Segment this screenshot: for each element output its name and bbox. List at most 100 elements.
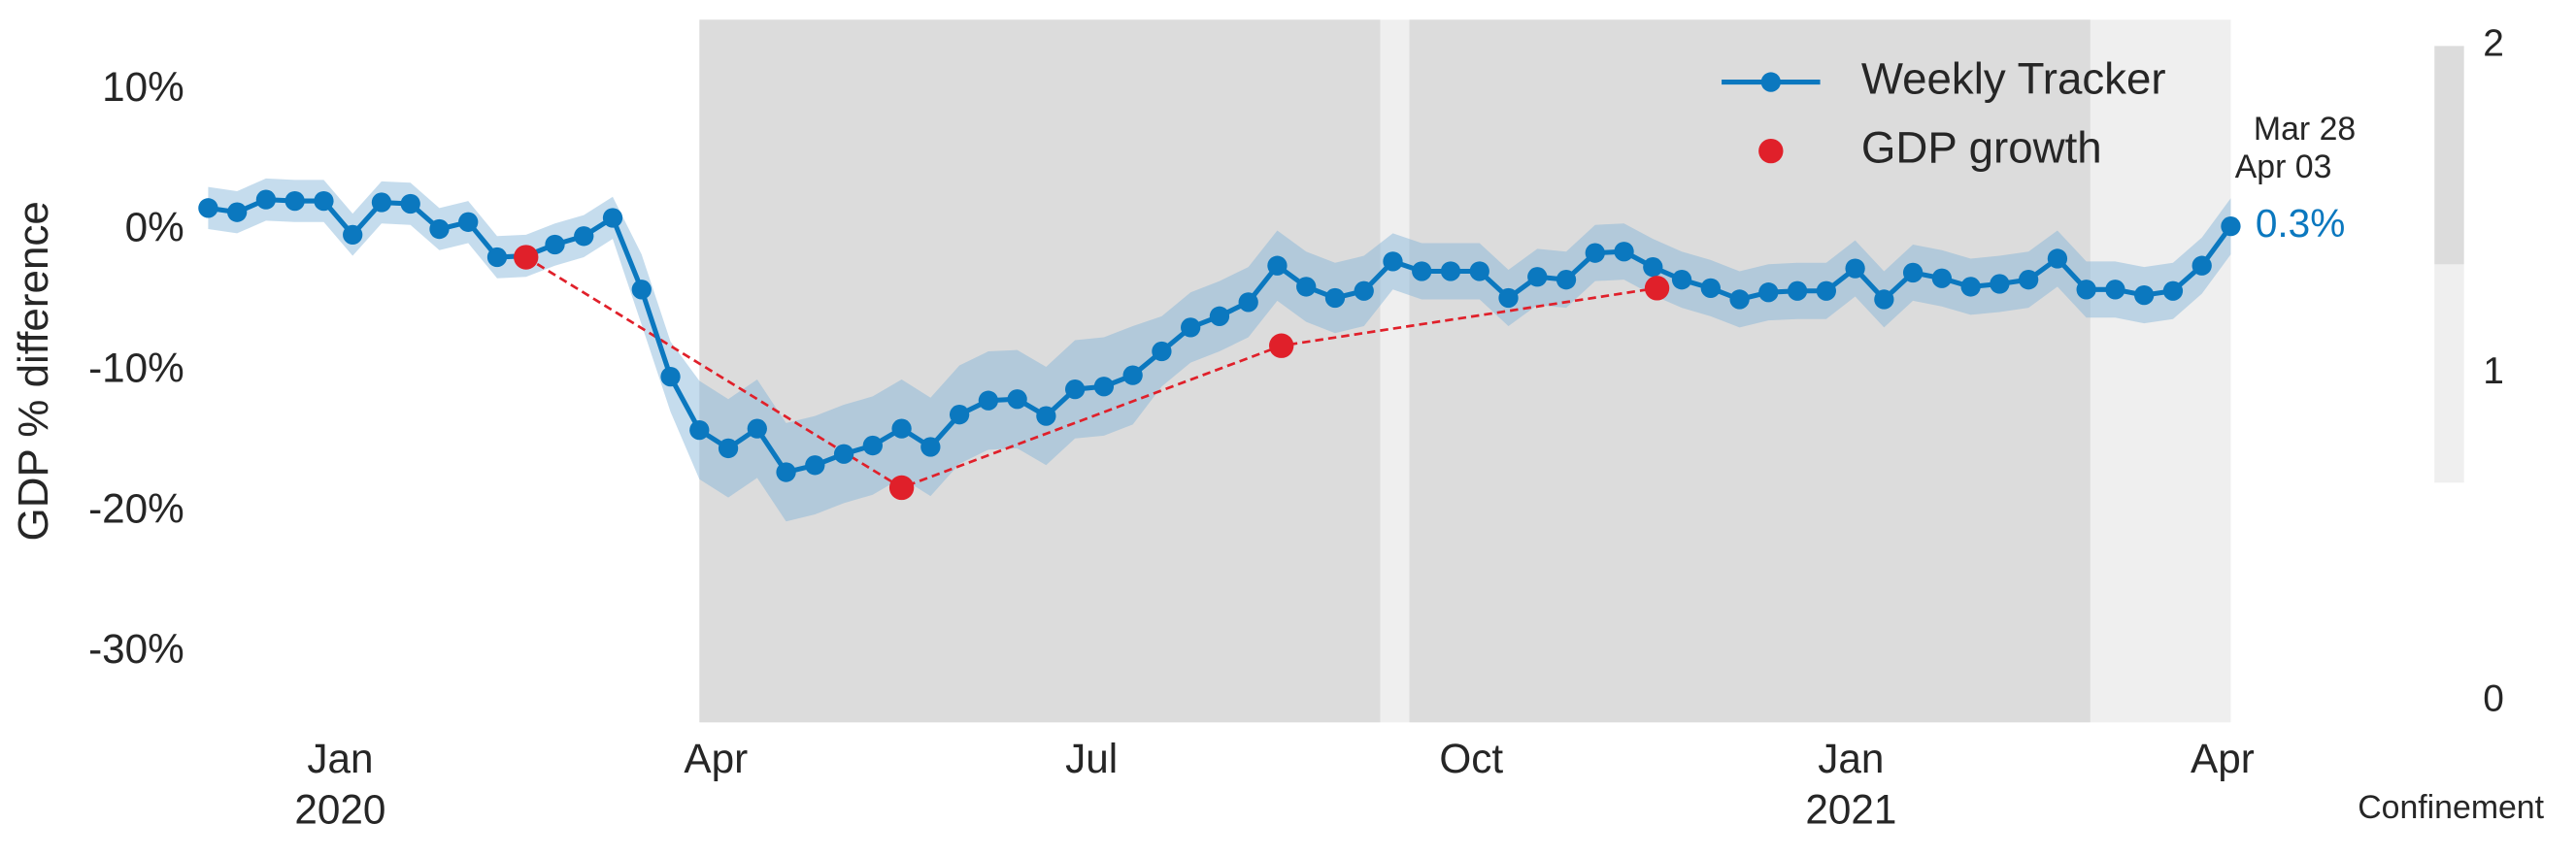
confidence-band xyxy=(208,178,2231,522)
confinement-region xyxy=(2090,19,2231,723)
tracker-point xyxy=(545,234,565,255)
confinement-region xyxy=(1380,19,1410,723)
annotation-date: Mar 28 xyxy=(2254,111,2356,148)
x-tick-label: Jul xyxy=(1065,736,1118,781)
y-tick-label: 0% xyxy=(125,205,184,250)
tracker-point xyxy=(371,192,392,213)
tracker-point xyxy=(458,212,479,232)
legend-marker xyxy=(1758,138,1784,164)
tracker-point xyxy=(1238,292,1258,313)
x-tick-label: Apr xyxy=(684,736,748,781)
tracker-point xyxy=(631,280,652,300)
tracker-point xyxy=(1931,268,1953,288)
gdp-point xyxy=(1644,276,1670,301)
tracker-point xyxy=(1990,274,2010,294)
tracker-point xyxy=(1498,287,1519,309)
y-tick-label: -20% xyxy=(88,485,184,531)
tracker-point xyxy=(776,462,796,482)
tracker-point xyxy=(1383,251,1403,272)
tracker-point xyxy=(2105,280,2125,300)
tracker-point xyxy=(1902,262,1924,283)
tracker-point xyxy=(660,366,681,387)
tracker-point xyxy=(602,208,623,228)
tracker-point xyxy=(1614,242,1634,262)
tracker-point xyxy=(1643,256,1663,278)
tracker-point xyxy=(1787,280,1808,301)
tracker-point xyxy=(1412,261,1432,281)
annotation-date: Apr 03 xyxy=(2235,148,2332,185)
tracker-point xyxy=(689,419,710,441)
tracker-point xyxy=(1181,317,1201,338)
tracker-point xyxy=(1845,258,1865,279)
x-year-label: 2020 xyxy=(294,786,385,832)
tracker-point xyxy=(574,226,594,247)
tracker-point xyxy=(1874,289,1894,310)
tracker-point xyxy=(1152,341,1172,362)
tracker-point xyxy=(1556,270,1577,290)
legend-label: Weekly Tracker xyxy=(1861,54,2166,104)
tracker-point xyxy=(2076,280,2096,300)
y-tick-label: -10% xyxy=(88,345,184,390)
tracker-point xyxy=(486,247,508,268)
tracker-point xyxy=(1585,243,1605,263)
tracker-point xyxy=(429,218,450,240)
confinement-region xyxy=(699,19,1381,723)
tracker-point xyxy=(1324,287,1346,309)
gdp-point xyxy=(888,475,915,501)
colorbar-segment xyxy=(2434,264,2464,483)
tracker-point xyxy=(1267,255,1288,276)
tracker-point xyxy=(227,202,248,222)
y-tick-label: 10% xyxy=(102,64,184,110)
tracker-point xyxy=(2221,216,2241,237)
tracker-point xyxy=(400,193,420,214)
tracker-point xyxy=(805,455,825,476)
colorbar-label: Confinement xyxy=(2358,789,2544,826)
tracker-point xyxy=(747,418,767,439)
colorbar-tick-label: 2 xyxy=(2483,23,2504,65)
tracker-point xyxy=(1354,280,1374,301)
y-axis-label: GDP % difference xyxy=(10,201,57,541)
legend-marker xyxy=(1760,72,1781,92)
tracker-point xyxy=(1007,389,1027,410)
confinement-region xyxy=(1409,19,2091,723)
x-year-label: 2021 xyxy=(1805,786,1896,832)
colorbar-tick-label: 1 xyxy=(2483,350,2504,392)
colorbar-segment xyxy=(2434,482,2464,702)
tracker-point xyxy=(949,405,970,425)
tracker-point xyxy=(2019,270,2039,290)
tracker-point xyxy=(1122,365,1143,385)
tracker-point xyxy=(1758,282,1779,303)
tracker-point xyxy=(1527,267,1548,287)
tracker-point xyxy=(2134,284,2155,306)
tracker-point xyxy=(1729,289,1750,310)
tracker-point xyxy=(2047,248,2068,269)
tracker-point xyxy=(198,198,218,218)
x-tick-label: Jan xyxy=(1818,736,1884,781)
tracker-point xyxy=(284,190,305,212)
tracker-point xyxy=(833,444,854,464)
tracker-point xyxy=(1036,406,1056,426)
tracker-point xyxy=(1209,306,1230,326)
gdp-point xyxy=(514,245,539,270)
y-tick-label: -30% xyxy=(88,626,184,672)
tracker-point xyxy=(1700,278,1721,299)
x-tick-label: Apr xyxy=(2191,736,2255,781)
tracker-point xyxy=(1671,270,1692,290)
annotation-value: 0.3% xyxy=(2256,201,2346,246)
tracker-point xyxy=(1064,379,1086,400)
tracker-point xyxy=(255,189,277,210)
x-tick-label: Jan xyxy=(307,736,373,781)
tracker-point xyxy=(891,418,912,439)
tracker-point xyxy=(314,190,334,212)
tracker-point xyxy=(1816,280,1836,301)
tracker-point xyxy=(2162,280,2184,301)
tracker-point xyxy=(1469,261,1489,281)
colorbar-segment xyxy=(2434,46,2464,265)
tracker-point xyxy=(2191,255,2212,276)
tracker-point xyxy=(1093,377,1115,397)
tracker-point xyxy=(920,437,941,457)
tracker-point xyxy=(1440,261,1461,281)
x-tick-label: Oct xyxy=(1439,736,1503,781)
